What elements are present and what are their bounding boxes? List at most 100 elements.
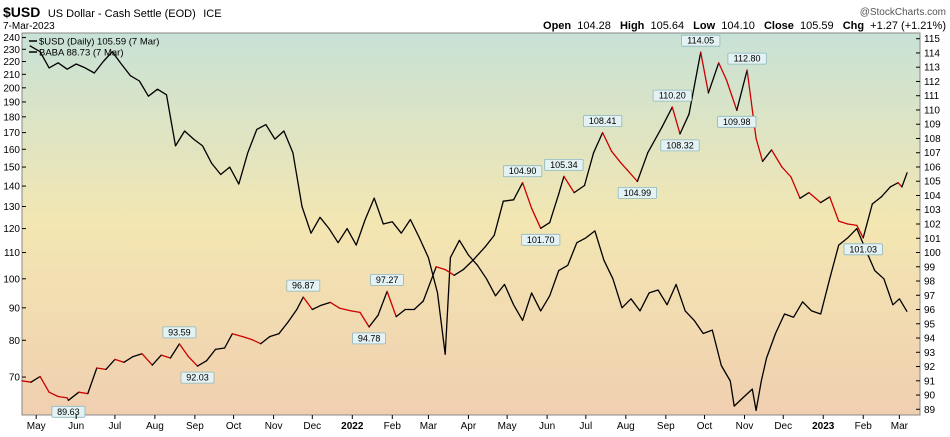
series-segment-usd: [493, 200, 504, 237]
left-tick-label: 110: [4, 248, 20, 259]
series-segment-usd: [847, 223, 858, 227]
right-tick-label: 108: [924, 134, 941, 145]
callout-box: [370, 273, 405, 286]
x-tick-label: Dec: [774, 421, 792, 432]
series-segment-usd: [540, 221, 551, 229]
x-tick-label: Jul: [579, 421, 592, 432]
series-segment-usd: [781, 166, 792, 178]
right-tick-label: 115: [924, 34, 940, 45]
high-label: High: [620, 20, 645, 32]
series-segment-usd: [251, 338, 262, 345]
series-segment-usd: [808, 191, 822, 204]
left-tick-label: 230: [3, 45, 20, 56]
left-tick-label: 200: [3, 83, 20, 94]
series-segment-usd: [661, 106, 673, 128]
x-tick-label: Apr: [461, 421, 477, 432]
series-segment-usd: [169, 343, 181, 359]
series-segment-usd: [368, 314, 379, 328]
series-segment-usd: [725, 79, 738, 111]
x-tick-label: Oct: [226, 421, 242, 432]
left-tick-label: 150: [3, 163, 20, 174]
series-segment-usd: [435, 266, 446, 271]
right-tick-label: 96: [924, 305, 936, 316]
series-segment-usd: [444, 268, 455, 276]
x-tick-label: May: [27, 421, 46, 432]
series-segment-usd: [626, 169, 639, 183]
series-segment-usd: [123, 355, 134, 363]
series-segment-usd: [48, 391, 59, 398]
callout-label: 114.05: [687, 36, 714, 46]
x-tick-label: Mar: [891, 421, 909, 432]
low-label: Low: [693, 20, 715, 32]
x-tick-label: Jul: [108, 421, 121, 432]
series-segment-usd: [269, 333, 280, 338]
right-tick-label: 92: [924, 362, 936, 373]
right-tick-label: 95: [924, 319, 936, 330]
right-tick-label: 109: [924, 120, 941, 131]
series-segment-usd: [679, 113, 690, 135]
series-segment-usd: [583, 152, 595, 187]
x-tick-label: Aug: [146, 421, 164, 432]
left-tick-label: 190: [3, 97, 20, 108]
left-tick-label: 180: [3, 112, 20, 123]
chart-date: 7-Mar-2023: [3, 21, 55, 32]
series-segment-usd: [350, 310, 361, 314]
open-label: Open: [543, 20, 571, 32]
series-segment-usd: [563, 175, 575, 194]
series-segment-usd: [897, 182, 903, 188]
callout-box: [544, 158, 584, 171]
x-tick-label: Feb: [855, 421, 873, 432]
callout-label: 92.03: [186, 373, 209, 383]
series-segment-usd: [592, 131, 604, 154]
series-segment-usd: [610, 150, 622, 164]
left-tick-label: 210: [3, 70, 20, 81]
x-tick-label: Feb: [384, 421, 402, 432]
right-tick-label: 97: [924, 291, 936, 302]
right-tick-label: 98: [924, 277, 936, 288]
callout-label: 105.34: [550, 160, 578, 170]
left-axis: 70 80 90 100 110 120 130 140 150 160 170 180 190 200 2…: [3, 33, 26, 384]
left-tick-label: 70: [9, 373, 21, 384]
right-tick-label: 111: [924, 91, 940, 102]
left-tick-label: 240: [3, 33, 20, 44]
series-segment-usd: [521, 182, 533, 209]
series-segment-usd: [484, 234, 495, 248]
exchange: ICE: [203, 8, 221, 20]
right-tick-label: 101: [924, 234, 941, 245]
right-tick-label: 90: [924, 391, 936, 402]
x-tick-label: Nov: [265, 421, 283, 432]
series-segment-usd: [386, 290, 397, 318]
right-tick-label: 91: [924, 376, 936, 387]
series-segment-usd: [231, 333, 244, 338]
right-tick-label: 102: [924, 220, 941, 231]
left-tick-label: 100: [3, 274, 20, 285]
series-segment-usd: [151, 354, 162, 366]
legend: $USD (Daily) 105.59 (7 Mar) BABA 88.73 (…: [29, 37, 159, 59]
series-segment-usd: [862, 203, 873, 239]
callout-label: 110.20: [659, 91, 686, 101]
left-tick-label: 130: [3, 202, 20, 213]
x-tick-label: Jun: [539, 421, 555, 432]
series-segment-usd: [761, 149, 773, 162]
series-segment-usd: [105, 358, 116, 371]
callout-label: 108.41: [589, 116, 617, 126]
series-segment-usd: [287, 308, 298, 324]
callout-box: [51, 405, 86, 418]
open-value: 104.28: [577, 20, 611, 32]
series-segment-usd: [462, 258, 475, 271]
series-segment-usd: [647, 126, 663, 154]
plot-background: [22, 33, 920, 415]
copyright: @StockCharts.com: [860, 7, 946, 18]
callout-box: [652, 89, 692, 102]
series-segment-usd: [601, 131, 613, 152]
series-segment-usd: [302, 296, 313, 311]
series-segment-usd: [422, 266, 437, 302]
series-segment-usd: [755, 137, 764, 162]
callout-box: [727, 52, 767, 65]
ohlc-readout: Open 104.28 High 105.64 Low 104.10 Close…: [543, 20, 946, 32]
callout-box: [617, 186, 658, 199]
symbol-title: $USD US Dollar - Cash Settle (EOD) ICE: [3, 4, 222, 21]
series-segment-usd: [688, 51, 702, 115]
x-tick-label: Sep: [657, 421, 675, 432]
series-segment-usd: [160, 354, 172, 359]
